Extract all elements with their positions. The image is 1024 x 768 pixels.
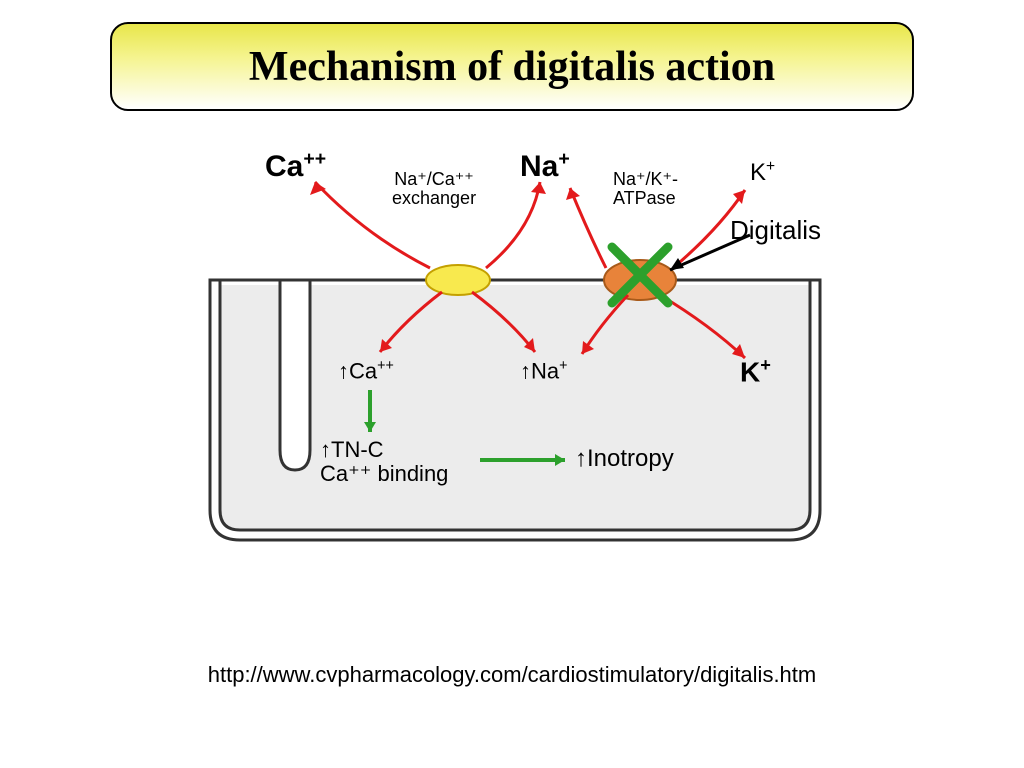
label-na-in: ↑Na+ [520,358,567,384]
label-atpase: Na⁺/K⁺-ATPase [613,170,678,208]
diagram-svg [170,140,870,560]
title-box: Mechanism of digitalis action [110,22,914,111]
diagram-container: Ca++ Na+ K+ Na⁺/Ca⁺⁺exchanger Na⁺/K⁺-ATP… [170,140,870,560]
label-k-in: K+ [740,355,771,388]
label-k-out: K+ [750,158,775,187]
label-digitalis: Digitalis [730,215,821,246]
label-na-out: Na+ [520,148,570,184]
label-ca-in: ↑Ca++ [338,358,394,384]
footer-url: http://www.cvpharmacology.com/cardiostim… [0,662,1024,688]
label-tnc: ↑TN-CCa⁺⁺ binding [320,438,448,486]
title-text: Mechanism of digitalis action [249,43,775,91]
label-ca-out: Ca++ [265,148,326,184]
label-inotropy: ↑Inotropy [575,445,674,473]
label-exchanger: Na⁺/Ca⁺⁺exchanger [392,170,476,208]
